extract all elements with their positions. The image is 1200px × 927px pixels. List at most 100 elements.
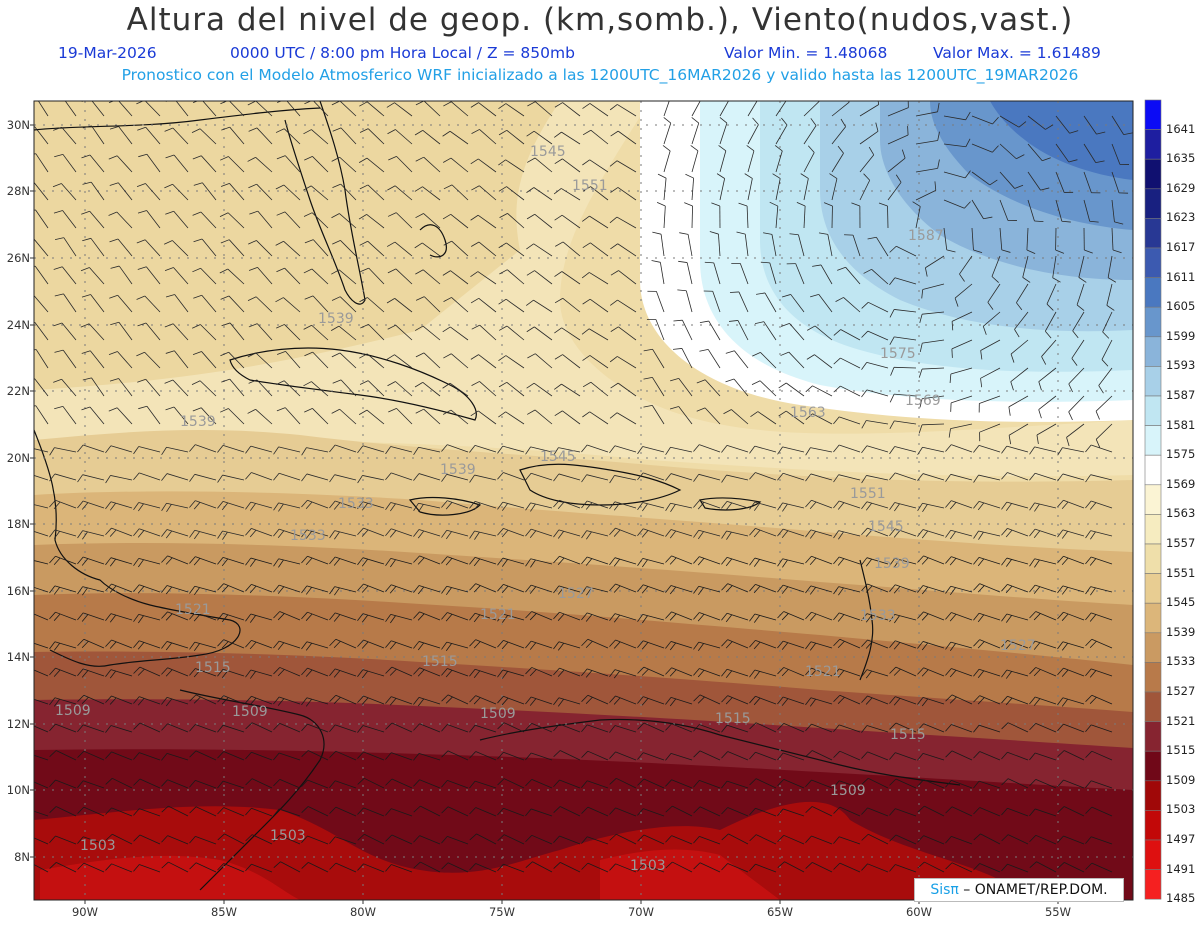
wind-barb (1072, 311, 1085, 339)
wind-barb (82, 377, 105, 397)
wind-barb (951, 339, 973, 358)
wind-barb (637, 613, 665, 624)
wind-barb (1085, 780, 1113, 789)
wind-barb (385, 834, 413, 845)
wind-barb (1083, 227, 1093, 254)
wind-barb (609, 863, 637, 873)
wind-barb (1001, 445, 1029, 454)
wind-barb (329, 724, 357, 733)
wind-barb (861, 695, 889, 705)
wind-barb (665, 752, 693, 761)
wind-barb (721, 668, 749, 679)
wind-barb (887, 149, 906, 173)
wind-barb (973, 751, 1001, 761)
wind-barb (469, 474, 497, 483)
wind-barb (657, 173, 667, 201)
wind-barb (469, 530, 497, 540)
wind-barb (192, 407, 217, 425)
wind-barb (301, 667, 329, 677)
wind-barb (301, 697, 329, 707)
wind-barb (360, 324, 385, 341)
wind-barb (663, 117, 672, 145)
wind-barb (609, 777, 637, 789)
min-value: Valor Min. = 1.48068 (724, 44, 888, 62)
colorbar-swatch (1144, 306, 1162, 338)
wind-barb (805, 667, 833, 677)
wind-barb (34, 864, 49, 873)
wind-barb (777, 446, 805, 455)
lon-label: 65W (766, 905, 793, 919)
wind-barb (637, 722, 665, 733)
wind-barb (105, 639, 133, 649)
wind-barb (1085, 862, 1113, 873)
wind-barb (248, 267, 273, 285)
wind-barb (861, 613, 889, 623)
wind-barb (943, 111, 971, 121)
colorbar-swatch (1144, 484, 1162, 515)
wind-barb (889, 666, 917, 677)
contour-label: 1509 (830, 783, 866, 799)
wind-barb (34, 560, 49, 565)
wind-barb (777, 834, 805, 845)
wind-barb (301, 529, 329, 539)
wind-barb (525, 723, 553, 733)
wind-barb (833, 638, 861, 649)
wind-barb (81, 294, 105, 313)
wind-barb (833, 836, 861, 845)
wind-barb (721, 583, 749, 593)
wind-barb (943, 199, 971, 209)
colorbar-label: 1599 (1166, 328, 1196, 343)
wind-barb (889, 834, 917, 845)
wind-barb (1085, 500, 1113, 510)
wind-barb (471, 129, 497, 145)
wind-barb (273, 834, 301, 845)
wind-barb (161, 641, 189, 651)
wind-barb (303, 129, 329, 145)
wind-barb (273, 584, 301, 594)
wind-barb (34, 586, 49, 593)
wind-barb (1057, 585, 1085, 595)
wind-barb (105, 501, 133, 511)
colorbar-label: 1533 (1166, 654, 1196, 669)
wind-barb (1071, 339, 1085, 366)
wind-barb (833, 750, 861, 761)
wind-barb (34, 810, 49, 817)
wind-barb (105, 807, 133, 817)
wind-barb (581, 474, 609, 483)
wind-barb (553, 447, 581, 456)
wind-barb (136, 239, 161, 257)
wind-barb (1083, 115, 1106, 135)
wind-barb (582, 298, 609, 313)
wind-barb (1085, 836, 1113, 845)
wind-barb (133, 528, 161, 538)
wind-barb (133, 502, 161, 512)
wind-barb (805, 413, 833, 425)
wind-barb (945, 694, 973, 705)
wind-barb (385, 864, 413, 873)
wind-barb (303, 381, 329, 397)
contour-label: 1533 (290, 528, 326, 544)
wind-barb (1029, 446, 1057, 455)
wind-barb (833, 329, 861, 341)
wind-barb (301, 779, 329, 789)
wind-barb (441, 862, 469, 873)
wind-barb (1027, 199, 1044, 223)
wind-barb (749, 751, 777, 761)
wind-barb (769, 201, 779, 229)
wind-barb (982, 311, 1001, 335)
wind-barb (441, 500, 469, 510)
wind-barb (77, 806, 105, 817)
wind-barb (917, 473, 945, 481)
wind-barb (1046, 283, 1057, 311)
wind-barb (498, 159, 525, 173)
wind-barb (387, 129, 413, 145)
wind-barb (610, 243, 637, 257)
wind-barb (806, 354, 833, 369)
contour-label: 1509 (480, 706, 516, 722)
wind-barb (247, 352, 273, 369)
wind-barb (414, 382, 441, 397)
wind-barb (736, 231, 749, 257)
wind-barb (777, 723, 805, 733)
wind-barb (470, 214, 497, 229)
wind-barb (469, 833, 497, 845)
